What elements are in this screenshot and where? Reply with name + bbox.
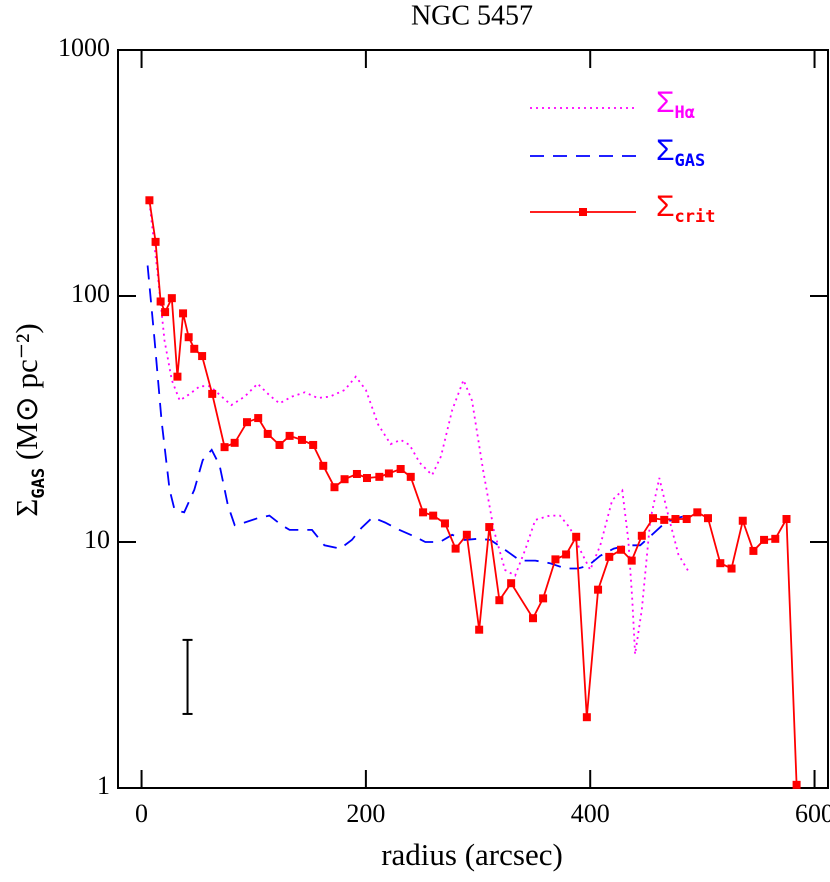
data-point: [297, 435, 306, 444]
data-point: [406, 472, 415, 481]
data-point: [703, 514, 712, 523]
data-point: [462, 530, 471, 539]
y-tick-label: 100: [71, 279, 110, 308]
data-point: [529, 614, 538, 623]
data-point: [167, 294, 176, 303]
data-point: [363, 474, 372, 483]
data-point: [384, 469, 393, 478]
data-point: [352, 469, 361, 478]
data-point: [507, 579, 516, 588]
data-point: [649, 514, 658, 523]
data-point: [605, 552, 614, 561]
legend-marker: [579, 208, 587, 216]
data-point: [782, 515, 791, 524]
data-point: [682, 515, 691, 524]
data-point: [275, 440, 284, 449]
chart-title: NGC 5457: [411, 0, 533, 31]
data-point: [451, 544, 460, 553]
legend-label: Σcrit: [656, 190, 716, 227]
data-point: [145, 196, 154, 205]
y-tick-label: 1: [97, 771, 110, 800]
y-tick-label: 10: [84, 525, 110, 554]
data-point: [230, 438, 239, 447]
y-tick-label: 1000: [58, 33, 110, 62]
data-point: [749, 546, 758, 555]
data-point: [551, 555, 560, 564]
x-tick-label: 600: [795, 799, 830, 828]
legend-label: ΣHα: [656, 86, 695, 123]
data-point: [208, 389, 217, 398]
data-point: [375, 472, 384, 481]
data-point: [617, 545, 626, 554]
data-point: [562, 550, 571, 559]
data-point: [396, 465, 405, 474]
data-point: [340, 475, 349, 484]
data-point: [254, 414, 263, 423]
data-point: [285, 431, 294, 440]
data-point: [179, 309, 188, 318]
x-tick-label: 400: [571, 799, 610, 828]
data-point: [495, 596, 504, 605]
data-point: [582, 713, 591, 722]
data-point: [485, 523, 494, 532]
data-point: [151, 237, 160, 246]
data-point: [738, 516, 747, 525]
data-point: [771, 534, 780, 543]
series-line: [148, 202, 690, 655]
data-point: [198, 352, 207, 361]
data-point: [263, 429, 272, 438]
data-point: [330, 483, 339, 492]
plot-frame: [117, 49, 829, 789]
data-point: [475, 625, 484, 634]
series-line: [146, 265, 687, 570]
data-point: [572, 532, 581, 541]
data-point: [156, 297, 165, 306]
data-point: [440, 519, 449, 528]
data-point: [173, 372, 182, 381]
x-tick-label: 200: [346, 799, 385, 828]
x-axis-label: radius (arcsec): [381, 837, 563, 872]
data-point: [309, 440, 318, 449]
data-point: [660, 515, 669, 524]
legend-label: ΣGAS: [656, 134, 705, 171]
data-point: [792, 780, 801, 789]
data-point: [190, 344, 199, 353]
data-point: [693, 508, 702, 517]
data-point: [220, 443, 229, 452]
data-point: [716, 559, 725, 568]
data-point: [429, 511, 438, 520]
data-point: [539, 594, 548, 603]
series-line: [148, 200, 798, 785]
x-tick-label: 0: [135, 799, 148, 828]
data-point: [184, 333, 193, 342]
data-point: [319, 461, 328, 470]
data-point: [637, 531, 646, 540]
y-axis-label: ΣGAS (M⊙ pc⁻²): [9, 323, 49, 516]
data-point: [727, 564, 736, 573]
data-point: [242, 418, 251, 427]
data-point: [419, 508, 428, 517]
data-point: [627, 556, 636, 565]
data-point: [161, 308, 170, 317]
data-point: [594, 585, 603, 594]
data-point: [671, 515, 680, 524]
data-point: [760, 535, 769, 544]
